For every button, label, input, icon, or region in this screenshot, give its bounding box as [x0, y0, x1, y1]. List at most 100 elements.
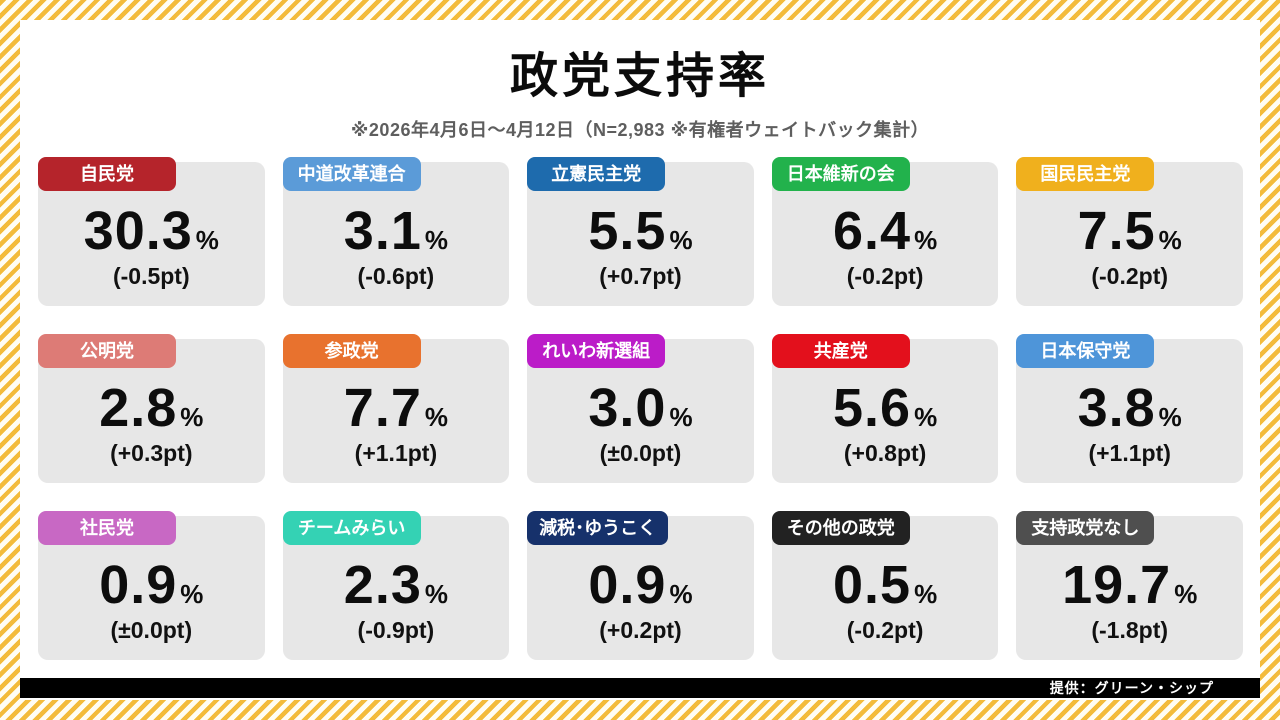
percent-sign: %	[424, 579, 448, 609]
change-from-previous: (-0.9pt)	[357, 617, 435, 643]
support-rate-value: 5.6%	[833, 381, 937, 435]
support-rate-number: 6.4	[832, 201, 912, 261]
support-rate-number: 0.5	[832, 555, 912, 615]
party-name-badge: チームみらい	[282, 511, 421, 545]
support-rate-number: 2.3	[343, 555, 422, 615]
party-card: 日本保守党 3.8% (+1.1pt)	[1016, 334, 1243, 483]
party-name-badge: 公明党	[38, 334, 176, 368]
support-rate-number: 30.3	[83, 201, 193, 261]
party-name-badge: 支持政党なし	[1016, 511, 1155, 545]
percent-sign: %	[424, 402, 448, 432]
support-rate-value: 6.4%	[833, 204, 937, 258]
support-rate-value: 7.5%	[1078, 204, 1182, 258]
party-name-badge: 共産党	[771, 334, 910, 368]
party-grid: 自民党 30.3% (-0.5pt) 中道改革連合 3.1% (-0.6pt) …	[38, 157, 1243, 660]
support-rate-number: 2.8	[99, 378, 178, 438]
party-name-label: チームみらい	[297, 518, 406, 538]
support-rate-value: 19.7%	[1062, 558, 1197, 612]
party-name-badge: 減税･ゆうこく	[527, 511, 669, 545]
percent-sign: %	[1158, 402, 1182, 432]
page-title: 政党支持率	[509, 50, 770, 103]
party-card: 減税･ゆうこく 0.9% (+0.2pt)	[527, 511, 754, 660]
support-rate-number: 7.7	[343, 378, 422, 438]
party-name-label: 日本維新の会	[786, 164, 895, 184]
percent-sign: %	[180, 402, 204, 432]
change-from-previous: (-0.5pt)	[112, 263, 190, 289]
change-from-previous: (+0.7pt)	[599, 263, 682, 289]
change-from-previous: (+0.2pt)	[599, 617, 682, 643]
party-card: 支持政党なし 19.7% (-1.8pt)	[1016, 511, 1243, 660]
support-rate-value: 2.3%	[344, 558, 448, 612]
support-rate-value: 3.1%	[344, 204, 448, 258]
party-card: 国民民主党 7.5% (-0.2pt)	[1016, 157, 1243, 306]
party-name-badge: 中道改革連合	[282, 157, 421, 191]
party-name-label: 立憲民主党	[551, 164, 642, 184]
support-rate-number: 3.8	[1077, 378, 1156, 438]
party-card: 公明党 2.8% (+0.3pt)	[38, 334, 265, 483]
percent-sign: %	[1158, 225, 1182, 255]
party-name-badge: 参政党	[282, 334, 421, 368]
support-rate-value: 0.5%	[833, 558, 937, 612]
support-rate-value: 3.0%	[588, 381, 692, 435]
percent-sign: %	[914, 402, 938, 432]
change-from-previous: (+1.1pt)	[354, 440, 438, 466]
support-rate-number: 0.9	[99, 555, 178, 615]
party-name-label: その他の政党	[786, 518, 895, 538]
percent-sign: %	[914, 579, 938, 609]
credit-bar: 提供：グリーン・シップ	[20, 678, 1260, 698]
party-name-badge: その他の政党	[771, 511, 910, 545]
party-card: 参政党 7.7% (+1.1pt)	[282, 334, 510, 483]
party-card: 立憲民主党 5.5% (+0.7pt)	[527, 157, 754, 306]
party-name-label: 共産党	[813, 341, 868, 361]
change-from-previous: (+0.8pt)	[843, 440, 927, 466]
party-card: 日本維新の会 6.4% (-0.2pt)	[771, 157, 999, 306]
party-name-badge: 自民党	[38, 157, 176, 191]
support-rate-value: 0.9%	[588, 558, 692, 612]
percent-sign: %	[669, 579, 693, 609]
party-name-label: 減税･ゆうこく	[539, 518, 657, 538]
percent-sign: %	[669, 402, 693, 432]
change-from-previous: (±0.0pt)	[599, 440, 682, 466]
party-card: 共産党 5.6% (+0.8pt)	[771, 334, 999, 483]
content-panel: 政党支持率 ※2026年4月6日～4月12日（N=2,983 ※有権者ウェイトバ…	[20, 20, 1260, 700]
percent-sign: %	[195, 225, 219, 255]
support-rate-value: 5.5%	[588, 204, 692, 258]
support-rate-value: 2.8%	[99, 381, 203, 435]
party-name-badge: 国民民主党	[1016, 157, 1155, 191]
support-rate-value: 30.3%	[84, 204, 219, 258]
party-name-label: 自民党	[80, 164, 134, 184]
percent-sign: %	[914, 225, 938, 255]
party-name-label: 社民党	[80, 518, 134, 538]
percent-sign: %	[180, 579, 204, 609]
support-rate-number: 19.7	[1062, 555, 1172, 615]
change-from-previous: (-0.2pt)	[1091, 263, 1169, 289]
support-rate-number: 3.1	[343, 201, 422, 261]
party-name-label: 参政党	[324, 341, 379, 361]
support-rate-number: 7.5	[1077, 201, 1156, 261]
change-from-previous: (-1.8pt)	[1091, 617, 1169, 643]
party-card: 中道改革連合 3.1% (-0.6pt)	[282, 157, 510, 306]
party-name-badge: れいわ新選組	[527, 334, 666, 368]
support-rate-number: 3.0	[588, 378, 667, 438]
party-name-label: 支持政党なし	[1031, 518, 1140, 538]
party-name-badge: 社民党	[38, 511, 176, 545]
change-from-previous: (+0.3pt)	[110, 440, 193, 466]
party-name-label: れいわ新選組	[542, 341, 651, 361]
support-rate-value: 0.9%	[99, 558, 203, 612]
change-from-previous: (-0.6pt)	[357, 263, 435, 289]
party-card: その他の政党 0.5% (-0.2pt)	[771, 511, 999, 660]
support-rate-number: 5.5	[588, 201, 667, 261]
party-card: チームみらい 2.3% (-0.9pt)	[282, 511, 510, 660]
percent-sign: %	[424, 225, 448, 255]
party-name-badge: 日本保守党	[1016, 334, 1155, 368]
change-from-previous: (±0.0pt)	[110, 617, 193, 643]
party-card: れいわ新選組 3.0% (±0.0pt)	[527, 334, 754, 483]
party-name-badge: 日本維新の会	[771, 157, 910, 191]
party-name-badge: 立憲民主党	[527, 157, 666, 191]
party-name-label: 日本保守党	[1040, 341, 1131, 361]
support-rate-value: 7.7%	[344, 381, 448, 435]
party-card: 社民党 0.9% (±0.0pt)	[38, 511, 265, 660]
percent-sign: %	[1174, 579, 1198, 609]
survey-note: ※2026年4月6日～4月12日（N=2,983 ※有権者ウェイトバック集計）	[350, 120, 930, 140]
